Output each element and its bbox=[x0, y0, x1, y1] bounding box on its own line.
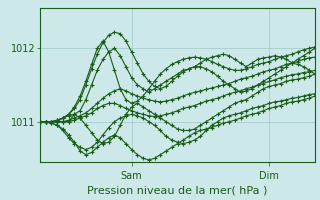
X-axis label: Pression niveau de la mer( hPa ): Pression niveau de la mer( hPa ) bbox=[87, 185, 268, 195]
